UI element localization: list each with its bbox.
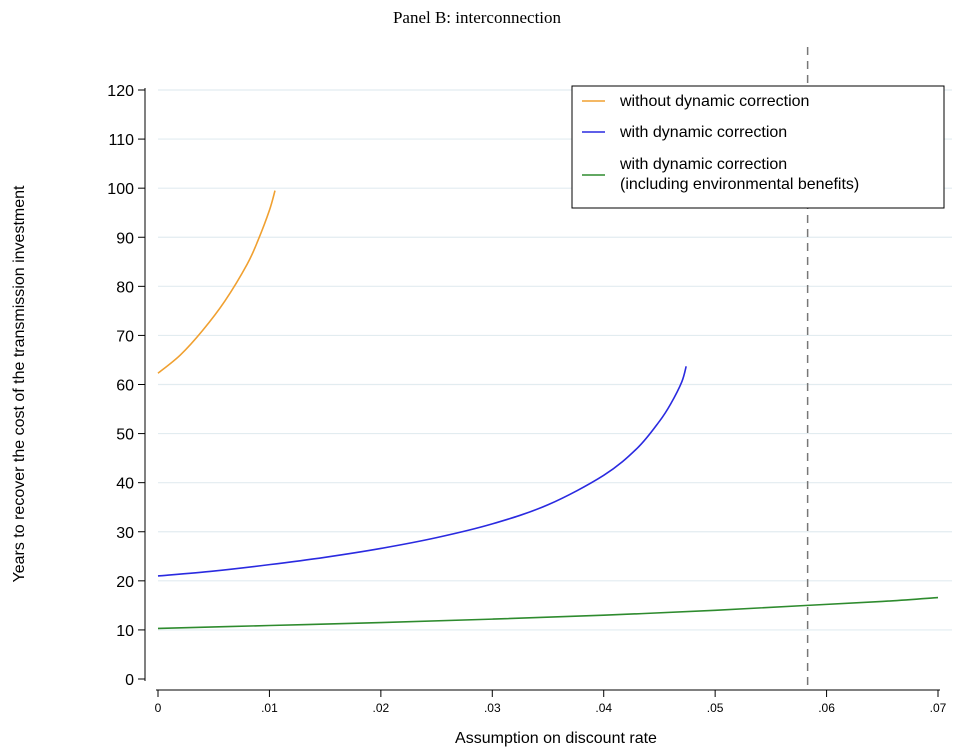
y-tick-label: 10	[116, 623, 134, 640]
x-tick-label: .04	[595, 701, 612, 715]
legend-label: with dynamic correction	[619, 156, 787, 173]
y-tick-label: 40	[116, 476, 134, 493]
x-tick-label: 0	[155, 701, 162, 715]
y-tick-label: 60	[116, 378, 134, 395]
y-axis-title: Years to recover the cost of the transmi…	[11, 185, 28, 582]
legend-label: (including environmental benefits)	[620, 176, 859, 193]
x-tick-label: .07	[930, 701, 947, 715]
series-line-with-environmental-benefits	[157, 596, 939, 630]
y-tick-label: 70	[116, 328, 134, 345]
x-axis-title: Assumption on discount rate	[455, 730, 657, 747]
y-tick-label: 0	[125, 672, 134, 689]
legend-label: without dynamic correction	[619, 93, 809, 110]
x-tick-label: .01	[261, 701, 278, 715]
series-layer	[157, 190, 939, 630]
axes-layer: 0 10 20 30 40 50 60 70 80 90 100 110 120 0 .01 .02 .03 .0…	[107, 83, 946, 715]
x-tick-label: .05	[707, 701, 724, 715]
series-line-with-dynamic-correction	[157, 366, 687, 577]
y-tick-label: 120	[107, 83, 134, 100]
x-tick-label: .02	[373, 701, 390, 715]
y-tick-label: 20	[116, 574, 134, 591]
legend-box	[571, 85, 945, 209]
y-tick-label: 110	[108, 132, 134, 149]
y-tick-label: 90	[116, 230, 134, 247]
y-tick-label: 30	[116, 525, 134, 542]
x-tick-label: .06	[818, 701, 835, 715]
y-tick-label: 50	[116, 427, 134, 444]
y-tick-label: 80	[116, 279, 134, 296]
legend: without dynamic correction with dynamic c…	[571, 85, 945, 209]
series-line-without-dynamic-correction	[157, 190, 276, 374]
legend-label: with dynamic correction	[619, 124, 787, 141]
y-tick-label: 100	[107, 181, 134, 198]
x-tick-label: .03	[484, 701, 501, 715]
chart-title: Panel B: interconnection	[392, 8, 562, 27]
